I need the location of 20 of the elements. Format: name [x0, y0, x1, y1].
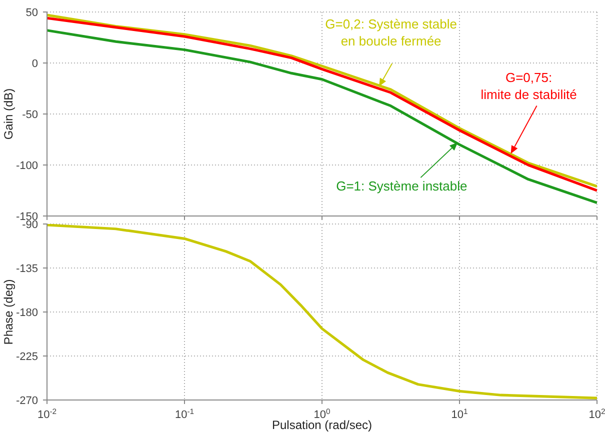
- x-tick-label: 10$^{2}$: [588, 406, 605, 421]
- x-tick-label: 10$^{1}$: [451, 406, 468, 421]
- y-tick-label: -270: [16, 395, 38, 407]
- annotation: G=0,75: limite de stabilité: [480, 70, 577, 102]
- annotation: G=0,2: Système stable en boucle fermée: [325, 16, 457, 48]
- y-tick-label: -100: [16, 160, 38, 172]
- y-tick-label: -225: [16, 351, 38, 363]
- y-tick-label: -90: [22, 219, 38, 231]
- x-tick-label: 10$^{0}$: [314, 406, 330, 421]
- x-tick-label: 10$^{-2}$: [37, 406, 57, 421]
- y-axis-title: Phase (deg): [1, 279, 16, 345]
- y-tick-label: -180: [16, 307, 38, 319]
- y-tick-label: -135: [16, 263, 38, 275]
- y-tick-label: -50: [22, 109, 38, 121]
- annotation: G=1: Système instable: [336, 178, 468, 194]
- y-tick-label: 50: [26, 7, 38, 19]
- y-axis-title: Gain (dB): [1, 88, 16, 140]
- y-tick-label: 0: [32, 58, 38, 70]
- x-axis-title: Pulsation (rad/sec): [272, 418, 372, 432]
- x-tick-label: 10$^{-1}$: [174, 406, 194, 421]
